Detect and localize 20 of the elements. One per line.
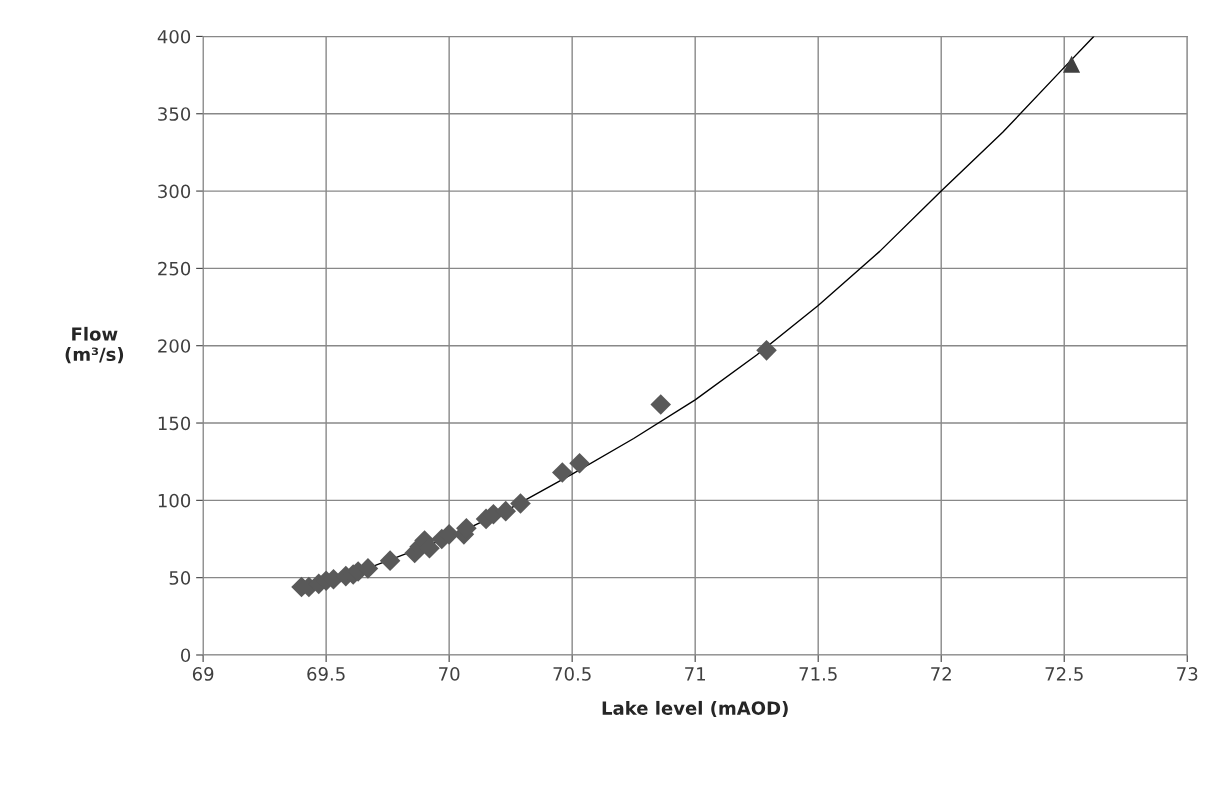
- x-tick-label: 69: [192, 667, 214, 681]
- x-tick-label: 71: [685, 667, 705, 681]
- x-tick-label: 72: [931, 667, 951, 681]
- y-axis-title: Flow (m³/s): [65, 326, 124, 364]
- x-tick-label: 70: [439, 667, 460, 681]
- x-tick-label: 69.5: [307, 667, 345, 681]
- x-tick-label: 72.5: [1045, 667, 1083, 681]
- x-tick-label: 71.5: [799, 667, 837, 681]
- y-tick-label: 250: [158, 261, 191, 276]
- y-tick-label: 50: [169, 571, 191, 585]
- y-tick-label: 0: [181, 648, 191, 663]
- y-tick-label: 350: [158, 107, 191, 121]
- y-tick-label: 100: [158, 493, 191, 508]
- x-tick-label: 73: [1177, 667, 1198, 681]
- y-tick-label: 200: [158, 339, 191, 353]
- y-tick-label: 400: [157, 29, 191, 44]
- x-axis-title: Lake level (mAOD): [602, 700, 788, 718]
- y-tick-label: 300: [158, 184, 191, 199]
- x-tick-label: 70.5: [553, 667, 591, 681]
- y-tick-label: 150: [158, 416, 191, 431]
